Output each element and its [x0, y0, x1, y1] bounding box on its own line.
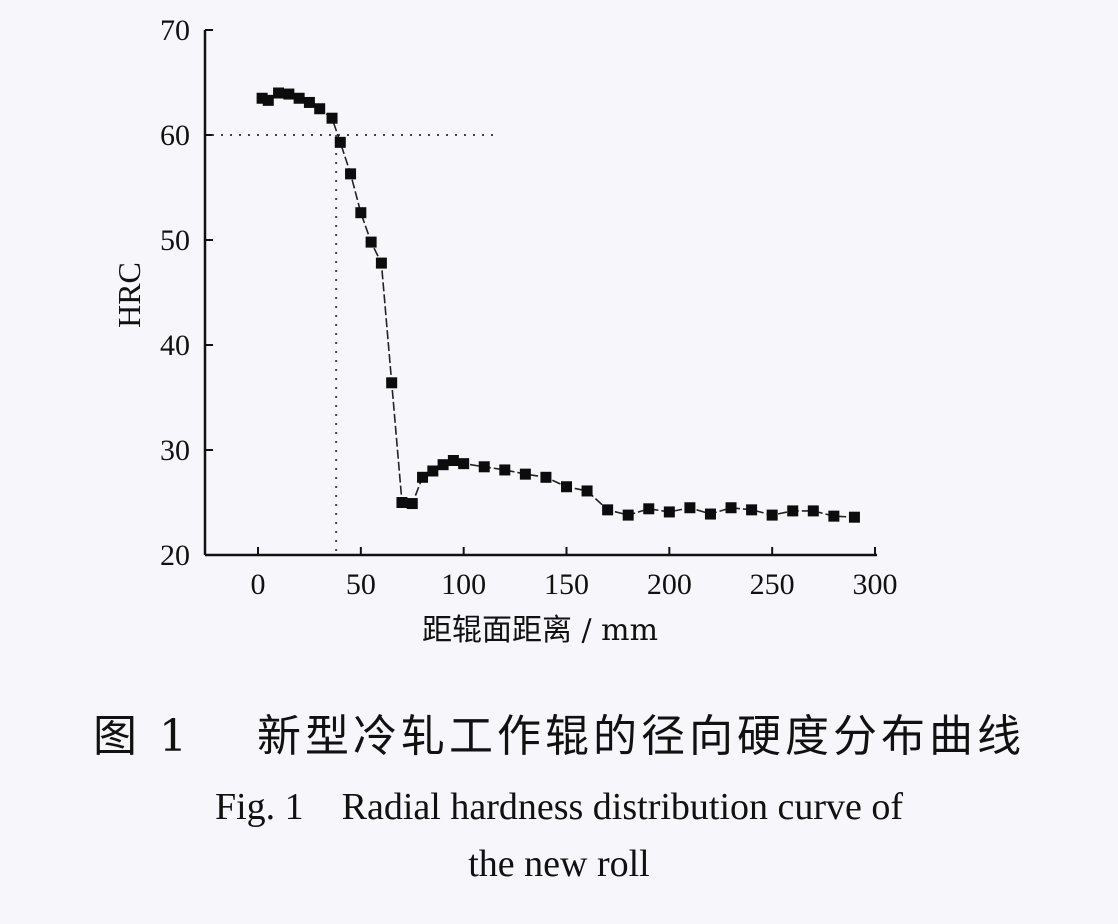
data-point [293, 92, 305, 104]
caption-chinese: 图 1 新型冷轧工作辊的径向硬度分布曲线 [93, 711, 1025, 762]
data-point [499, 464, 511, 476]
data-point [355, 207, 367, 219]
x-tick-label: 150 [544, 568, 589, 601]
data-point [828, 510, 840, 522]
data-point [437, 459, 449, 471]
data-point [540, 471, 552, 483]
data-point [704, 508, 716, 520]
y-tick-label: 40 [160, 329, 190, 362]
data-point [725, 502, 737, 514]
data-point [283, 88, 295, 100]
data-point [766, 509, 778, 521]
data-point [478, 461, 490, 473]
reference-lines [212, 134, 495, 553]
x-tick-label: 100 [441, 568, 486, 601]
caption-english-line2: the new roll [468, 843, 650, 885]
data-point [684, 502, 696, 514]
y-tick-label: 70 [160, 14, 190, 47]
data-point [273, 87, 285, 99]
x-tick-label: 200 [647, 568, 692, 601]
data-point [375, 257, 387, 269]
y-tick-label: 20 [160, 539, 190, 572]
x-tick-label: 250 [750, 568, 795, 601]
data-point [406, 498, 418, 510]
data-point [848, 511, 860, 523]
data-point [447, 455, 459, 466]
data-point [519, 468, 531, 480]
x-tick-label: 50 [346, 568, 376, 601]
data-point [334, 136, 346, 148]
hardness-chart: 20 30 40 50 60 70 0 50 100 150 200 250 300 HRC 距辊面距离… [111, 14, 898, 648]
data-point [643, 503, 655, 515]
data-point [417, 471, 429, 483]
data-point [663, 506, 675, 518]
caption-english-line1: Fig. 1 Radial hardness distribution curv… [214, 786, 904, 828]
y-axis-title: HRC [111, 262, 147, 328]
data-point [561, 481, 572, 493]
data-point [365, 236, 377, 248]
data-series [256, 87, 860, 523]
data-point [303, 96, 315, 108]
x-tick-label: 0 [251, 568, 266, 601]
axis-ticks: 20 30 40 50 60 70 0 50 100 150 200 250 300 [160, 14, 898, 601]
data-point [326, 112, 338, 124]
data-point [458, 458, 470, 470]
data-point [622, 509, 634, 521]
data-point [427, 465, 439, 477]
data-point [314, 103, 326, 115]
data-point [602, 504, 614, 516]
data-point [262, 94, 274, 106]
y-tick-label: 30 [160, 434, 190, 467]
series-line [261, 92, 855, 518]
data-point [386, 377, 398, 389]
y-tick-label: 50 [160, 224, 190, 257]
data-point [396, 497, 408, 508]
data-point [581, 485, 593, 497]
data-point [807, 505, 819, 517]
data-point [345, 168, 357, 180]
data-point [746, 504, 758, 516]
x-tick-label: 300 [853, 568, 898, 601]
data-point [256, 92, 268, 104]
x-axis-title: 距辊面距离 / mm [422, 613, 658, 648]
data-point [787, 505, 799, 517]
y-tick-label: 60 [160, 119, 190, 152]
